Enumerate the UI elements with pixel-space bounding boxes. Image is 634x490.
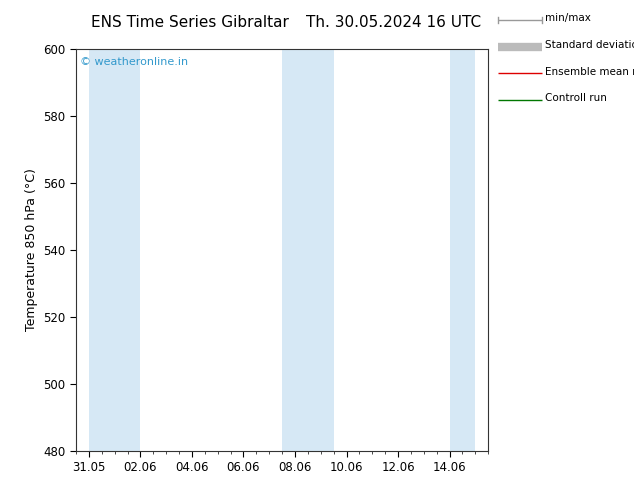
Bar <box>308 49 333 451</box>
Text: © weatheronline.in: © weatheronline.in <box>80 57 188 67</box>
Text: Th. 30.05.2024 16 UTC: Th. 30.05.2024 16 UTC <box>306 15 481 30</box>
Text: ENS Time Series Gibraltar: ENS Time Series Gibraltar <box>91 15 289 30</box>
Bar <box>115 49 141 451</box>
Text: Controll run: Controll run <box>545 94 607 103</box>
Y-axis label: Temperature 850 hPa (°C): Temperature 850 hPa (°C) <box>25 169 38 331</box>
Bar <box>89 49 115 451</box>
Text: Standard deviation: Standard deviation <box>545 40 634 49</box>
Bar <box>450 49 476 451</box>
Text: min/max: min/max <box>545 13 591 23</box>
Text: Ensemble mean run: Ensemble mean run <box>545 67 634 76</box>
Bar <box>282 49 308 451</box>
